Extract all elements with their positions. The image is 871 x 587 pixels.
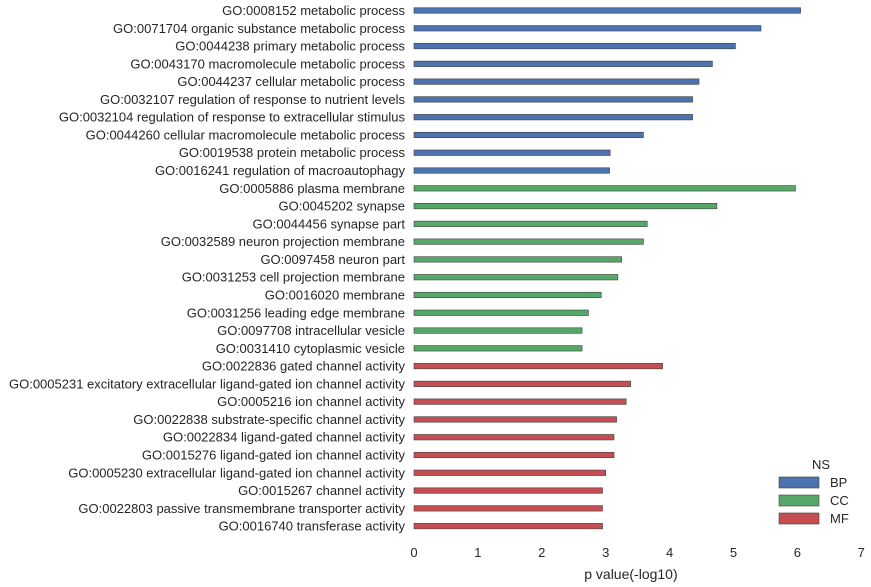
category-label: GO:0015276 ligand-gated ion channel acti… [142, 448, 406, 463]
category-label: GO:0031253 cell projection membrane [182, 270, 405, 285]
bar [413, 203, 718, 210]
bar [413, 256, 622, 263]
category-label: GO:0043170 macromolecule metabolic proce… [130, 56, 405, 71]
category-label: GO:0031410 cytoplasmic vesicle [216, 341, 405, 356]
legend-label: CC [830, 493, 849, 508]
category-label: GO:0071704 organic substance metabolic p… [113, 21, 405, 36]
bar [413, 327, 583, 334]
x-tick-label: 0 [410, 545, 417, 560]
category-labels: GO:0008152 metabolic process GO:0071704 o… [9, 3, 406, 534]
x-tick-label: 4 [666, 545, 673, 560]
bar [413, 78, 700, 85]
category-label: GO:0016241 regulation of macroautophagy [155, 163, 406, 178]
category-label: GO:0044237 cellular metabolic process [177, 74, 405, 89]
category-label: GO:0045202 synapse [279, 199, 405, 214]
legend-label: BP [830, 475, 847, 490]
bar [413, 380, 631, 387]
category-label: GO:0022838 substrate-specific channel ac… [133, 412, 405, 427]
category-label: GO:0097708 intracellular vesicle [217, 323, 405, 338]
bar [413, 96, 693, 103]
category-label: GO:0005230 extracellular ligand-gated io… [68, 465, 405, 480]
category-label: GO:0005886 plasma membrane [219, 181, 405, 196]
legend-swatch [778, 512, 820, 525]
category-label: GO:0016740 transferase activity [219, 519, 406, 534]
bar [413, 291, 602, 299]
x-axis-title: p value(-log10) [584, 566, 677, 582]
bar [413, 363, 663, 370]
x-tick-label: 3 [602, 545, 609, 560]
category-label: GO:0044456 synapse part [253, 216, 406, 231]
category-label: GO:0022834 ligand-gated channel activity [163, 430, 406, 445]
bar [413, 25, 762, 32]
bar [413, 398, 627, 405]
bar [413, 451, 615, 459]
category-label: GO:0044238 primary metabolic process [175, 39, 405, 54]
bar [413, 220, 648, 227]
bar [413, 469, 606, 476]
category-label: GO:0044260 cellular macromolecule metabo… [86, 127, 406, 142]
x-tick-label: 5 [730, 545, 737, 560]
category-label: GO:0005231 excitatory extracellular liga… [9, 376, 406, 391]
category-label: GO:0015267 channel activity [238, 483, 405, 498]
legend-title: NS [812, 457, 830, 472]
legend-swatch [778, 494, 820, 507]
x-tick-label: 6 [794, 545, 801, 560]
x-axis-ticks: 0 1 2 3 4 5 6 7 [410, 545, 865, 560]
category-label: GO:0008152 metabolic process [222, 3, 405, 18]
bar [413, 345, 583, 352]
bar [413, 309, 589, 316]
category-label: GO:0019538 protein metabolic process [179, 145, 406, 160]
category-label: GO:0032589 neuron projection membrane [161, 234, 405, 249]
category-label: GO:0022836 gated channel activity [202, 359, 406, 374]
bar [413, 274, 619, 281]
bar [413, 238, 644, 245]
category-label: GO:0031256 leading edge membrane [187, 305, 405, 320]
bar [413, 114, 693, 121]
category-label: GO:0016020 membrane [265, 287, 405, 302]
bar [413, 60, 713, 67]
x-tick-label: 7 [858, 545, 865, 560]
category-label: GO:0032107 regulation of response to nut… [100, 92, 405, 107]
bar [413, 523, 603, 530]
legend-swatch [778, 476, 820, 489]
bar [413, 131, 644, 139]
category-label: GO:0005216 ion channel activity [217, 394, 405, 409]
bar [413, 416, 617, 423]
bar [413, 167, 610, 174]
bar [413, 185, 796, 192]
legend-label: MF [830, 511, 849, 526]
bars-layer [413, 7, 801, 530]
legend: NS BP CC MF [778, 457, 849, 526]
category-label: GO:0022803 passive transmembrane transpo… [78, 501, 405, 516]
category-label: GO:0097458 neuron part [260, 252, 405, 267]
legend-entries: BP CC MF [778, 475, 849, 526]
bar [413, 43, 736, 50]
bar [413, 434, 615, 441]
bar [413, 487, 603, 494]
x-tick-label: 2 [538, 545, 545, 560]
bar [413, 149, 611, 156]
x-tick-label: 1 [474, 545, 481, 560]
category-label: GO:0032104 regulation of response to ext… [59, 110, 406, 125]
bar [413, 7, 801, 14]
bar [413, 505, 603, 512]
